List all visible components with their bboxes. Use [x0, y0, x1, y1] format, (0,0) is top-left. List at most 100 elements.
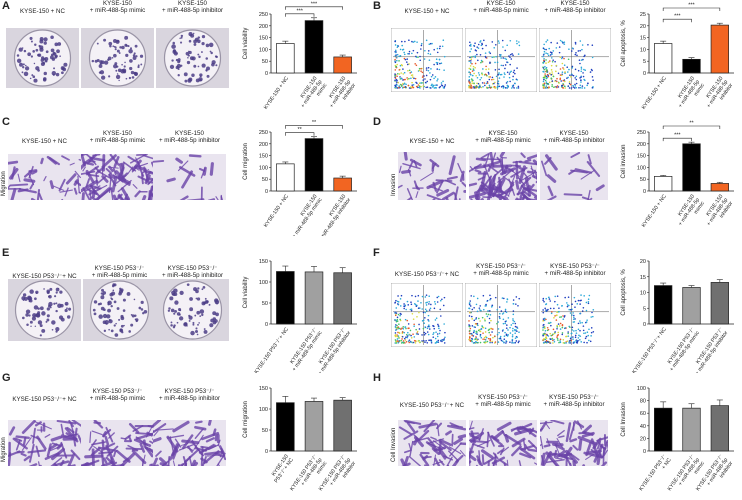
colony-dot [169, 64, 175, 70]
colony-dot [179, 309, 182, 312]
flow-event [547, 341, 550, 343]
flow-event [561, 62, 564, 65]
flow-event [471, 340, 473, 343]
flow-event [397, 335, 400, 337]
flow-event [433, 300, 436, 303]
flow-event [400, 294, 403, 297]
flow-event [500, 73, 503, 76]
flow-event [579, 320, 581, 322]
panel-g: G Migration KYSE-150 P53⁻/⁻+ NC KYSE-150 P5… [0, 372, 240, 499]
flow-event [483, 318, 486, 320]
stained-cell [413, 180, 419, 190]
x-tick-label: KYSE-150 + NC [641, 194, 668, 229]
stained-cell [153, 457, 158, 466]
flow-event [410, 341, 413, 343]
stained-cell [220, 450, 226, 457]
y-axis-label: Cell viability [243, 277, 249, 309]
flow-event [407, 84, 410, 87]
flow-event [561, 324, 564, 327]
stained-cell [36, 189, 41, 200]
stained-cell [50, 435, 62, 442]
flow-event [394, 79, 396, 82]
y-tick-label: 250 [637, 130, 646, 136]
colony-dot [23, 296, 28, 301]
flow-event [479, 309, 481, 311]
flow-event [473, 69, 475, 72]
stained-cell [433, 454, 437, 466]
flow-event [488, 78, 491, 81]
flow-event [572, 312, 574, 314]
x-tick-label: KYSE-150+ miR-488-5pinhibitor [324, 76, 357, 113]
stained-cell [515, 160, 519, 180]
significance-bracket [662, 125, 721, 129]
stained-cell [200, 445, 209, 449]
flow-event [546, 69, 548, 71]
flow-event [571, 314, 573, 316]
flow-event [489, 334, 492, 336]
flow-event [563, 43, 566, 45]
stained-cell [398, 426, 412, 436]
flow-event [429, 53, 432, 55]
flow-event [437, 339, 440, 342]
colony-dot [114, 333, 119, 337]
colony-image [83, 279, 156, 341]
flow-event [469, 329, 471, 332]
flow-event [408, 53, 410, 55]
flow-event [471, 62, 473, 65]
flow-event [424, 81, 427, 84]
flow-event [549, 332, 552, 335]
flow-event [556, 324, 558, 327]
colony-dot [107, 301, 110, 304]
flow-event [423, 331, 426, 334]
flow-event [428, 300, 430, 303]
flow-event [498, 68, 500, 71]
stained-cell [29, 182, 34, 190]
stained-cell [148, 177, 154, 182]
flow-event [477, 341, 479, 344]
flow-event [577, 328, 580, 331]
flow-event [443, 55, 446, 58]
flow-event [556, 77, 558, 80]
flow-event [475, 303, 478, 306]
flow-event [468, 320, 470, 322]
flow-event [516, 79, 519, 81]
stained-cell [107, 166, 119, 169]
stained-cell [406, 421, 416, 433]
migration-image [8, 420, 81, 466]
flow-event [490, 319, 492, 322]
flow-event [492, 78, 495, 81]
flow-event [574, 53, 577, 56]
flow-event [498, 77, 501, 79]
flow-event [490, 306, 493, 308]
colony-dot [201, 63, 206, 68]
stained-cell [445, 430, 452, 436]
stained-cell [21, 420, 36, 434]
flow-event [543, 57, 545, 60]
stained-cell [127, 155, 140, 164]
stained-cell [194, 428, 204, 439]
colony-dot [196, 333, 199, 336]
stained-cell [469, 427, 475, 430]
colony-dot [133, 298, 136, 301]
stained-cell [417, 429, 430, 442]
migration-image [469, 152, 537, 200]
flow-event [482, 326, 485, 329]
flow-event [556, 85, 559, 87]
flow-event [481, 82, 484, 84]
flow-event [484, 305, 487, 307]
stained-cell [46, 443, 52, 458]
stained-cell [101, 175, 109, 183]
flow-event [403, 53, 406, 56]
stained-cell [546, 195, 557, 200]
flow-event [394, 77, 397, 79]
flow-event [483, 336, 486, 339]
flow-event [547, 74, 549, 77]
colony-dot [33, 62, 36, 65]
flow-event [553, 338, 555, 341]
flow-event [500, 54, 502, 56]
bar [654, 407, 673, 452]
flow-event [512, 342, 515, 344]
flow-event [554, 295, 557, 298]
